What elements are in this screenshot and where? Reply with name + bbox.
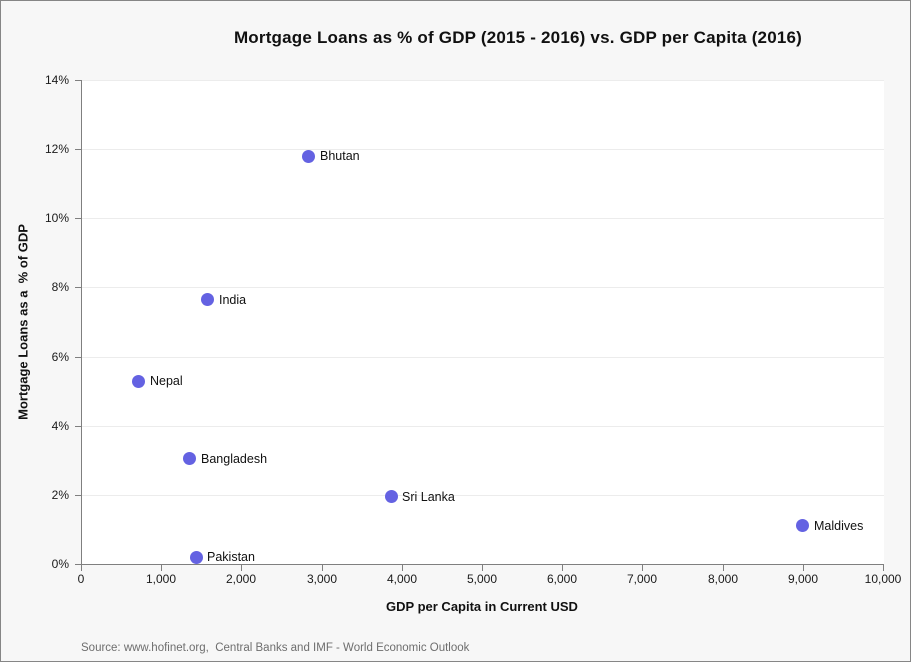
x-axis-tick-label: 5,000 — [466, 572, 498, 586]
x-axis-tick — [161, 565, 162, 571]
x-axis-tick — [482, 565, 483, 571]
x-axis-tick-label: 3,000 — [306, 572, 338, 586]
gridline-y-12 — [82, 149, 884, 150]
x-axis-tick — [803, 565, 804, 571]
gridline-y-2 — [82, 495, 884, 496]
y-axis-tick — [75, 287, 81, 288]
x-axis-tick-label: 1,000 — [145, 572, 177, 586]
y-axis-tick-label: 2% — [51, 488, 69, 502]
gridline-y-14 — [82, 80, 884, 81]
data-point-label: Pakistan — [207, 550, 255, 564]
data-point-label: Sri Lanka — [402, 490, 455, 504]
y-axis-tick — [75, 357, 81, 358]
x-axis-tick — [642, 565, 643, 571]
plot-area — [81, 80, 884, 565]
data-point-pakistan — [190, 551, 203, 564]
data-point-label: India — [219, 293, 247, 307]
y-axis-tick — [75, 149, 81, 150]
y-axis-tick — [75, 80, 81, 81]
x-axis-tick — [81, 565, 82, 571]
y-axis-tick-label: 14% — [44, 73, 69, 87]
data-point-label: Maldives — [814, 519, 864, 533]
gridline-y-10 — [82, 218, 884, 219]
chart-title: Mortgage Loans as % of GDP (2015 - 2016)… — [233, 28, 803, 47]
data-point-maldives — [796, 519, 809, 532]
y-axis-tick — [75, 218, 81, 219]
data-point-bhutan — [302, 150, 315, 163]
y-axis-tick — [75, 426, 81, 427]
y-axis-tick — [75, 564, 81, 565]
x-axis-tick-label: 7,000 — [626, 572, 658, 586]
y-axis-title: Mortgage Loans as a % of GDP — [15, 224, 31, 420]
data-point-sri-lanka — [385, 490, 398, 503]
y-axis-tick-label: 6% — [51, 350, 69, 364]
x-axis-tick-label: 2,000 — [225, 572, 257, 586]
x-axis-tick — [322, 565, 323, 571]
source-note: Source: www.hofinet.org, Central Banks a… — [81, 642, 470, 654]
x-axis-tick — [562, 565, 563, 571]
x-axis-tick-label: 6,000 — [546, 572, 578, 586]
data-point-bangladesh — [183, 452, 196, 465]
y-axis-tick-label: 0% — [51, 557, 69, 571]
y-axis-tick-label: 8% — [51, 280, 69, 294]
data-point-label: Bangladesh — [201, 452, 268, 466]
x-axis-tick — [241, 565, 242, 571]
gridline-y-4 — [82, 426, 884, 427]
data-point-nepal — [132, 375, 145, 388]
x-axis-tick-label: 9,000 — [787, 572, 819, 586]
x-axis-tick-label: 8,000 — [707, 572, 739, 586]
data-point-india — [201, 293, 214, 306]
x-axis-tick-label: 4,000 — [386, 572, 418, 586]
data-point-label: Bhutan — [320, 149, 360, 163]
y-axis-tick-label: 12% — [44, 142, 69, 156]
gridline-y-8 — [82, 287, 884, 288]
y-axis-tick-label: 4% — [51, 419, 69, 433]
y-axis-tick-label: 10% — [44, 211, 69, 225]
x-axis-tick — [883, 565, 884, 571]
x-axis-tick-label: 0 — [77, 572, 85, 586]
x-axis-tick-label: 10,000 — [864, 572, 902, 586]
gridline-y-6 — [82, 357, 884, 358]
x-axis-tick — [402, 565, 403, 571]
data-point-label: Nepal — [150, 374, 183, 388]
x-axis-tick — [723, 565, 724, 571]
y-axis-tick — [75, 495, 81, 496]
x-axis-title: GDP per Capita in Current USD — [386, 599, 578, 614]
